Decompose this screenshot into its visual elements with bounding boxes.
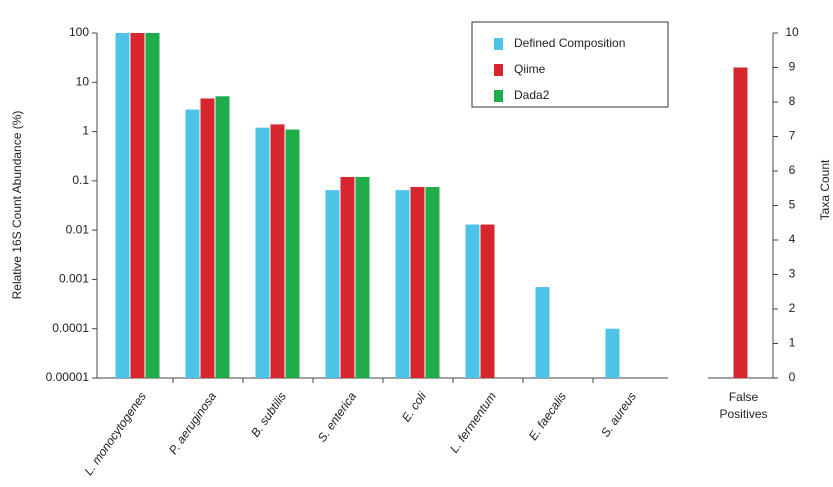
bar	[215, 96, 230, 379]
bar	[535, 287, 550, 378]
bar	[255, 127, 270, 379]
bar	[605, 328, 620, 378]
y-tick-label: 0.01	[66, 222, 90, 236]
y-tick-label: 0.0001	[52, 321, 89, 335]
bar	[200, 98, 215, 379]
bar	[733, 67, 748, 378]
y-tick-label: 0	[789, 370, 796, 384]
legend-label: Dada2	[514, 88, 550, 102]
x-tick-label: S. enterica	[315, 389, 360, 444]
x-tick-label: False Positives	[719, 390, 767, 421]
bar	[115, 33, 130, 378]
legend-swatch	[494, 38, 503, 50]
bar	[285, 129, 300, 378]
legend-label: Qiime	[514, 62, 546, 76]
y-tick-label: 10	[76, 74, 90, 88]
legend-label: Defined Composition	[514, 36, 625, 50]
y-tick-label: 1	[789, 336, 796, 350]
bar	[270, 124, 285, 378]
y-tick-label: 100	[69, 25, 89, 39]
x-tick-label: L. fermentum	[447, 390, 499, 456]
y-tick-label: 9	[789, 60, 796, 74]
legend-box	[471, 21, 669, 108]
y-axis-label: Relative 16S Count Abundance (%)	[10, 111, 24, 300]
x-tick-label: E. coli	[399, 389, 429, 424]
x-tick-label: S. aureus	[598, 390, 639, 440]
y-tick-label: 5	[789, 198, 796, 212]
bar	[185, 109, 200, 378]
bar	[340, 176, 355, 378]
legend-swatch	[494, 90, 503, 102]
x-tick-label: L. monocytogenes	[81, 390, 149, 478]
y-tick-label: 0.00001	[46, 370, 90, 384]
bar	[480, 224, 495, 378]
x-tick-label: P. aeruginosa	[166, 389, 219, 457]
y-tick-label: 4	[789, 232, 796, 246]
x-tick-label: E. faecalis	[526, 390, 569, 443]
x-tick-label: B. subtilis	[248, 390, 289, 440]
bar	[145, 33, 160, 378]
bar	[325, 190, 340, 378]
y-tick-label: 1	[82, 124, 89, 138]
y-tick-label: 3	[789, 267, 796, 281]
y-tick-label: 2	[789, 301, 796, 315]
legend-swatch	[494, 64, 503, 76]
y-tick-label: 0.1	[72, 173, 89, 187]
bar	[410, 187, 425, 378]
y-tick-label: 10	[785, 25, 799, 39]
y-tick-label: 8	[789, 94, 796, 108]
bar	[395, 190, 410, 378]
y-tick-label: 0.001	[59, 272, 89, 286]
bar	[355, 176, 370, 378]
y-tick-label: 6	[789, 163, 796, 177]
y-axis-label: Taxa Count	[818, 159, 832, 220]
bar	[130, 33, 145, 378]
bar	[425, 187, 440, 378]
y-tick-label: 7	[789, 129, 796, 143]
bar	[465, 224, 480, 378]
